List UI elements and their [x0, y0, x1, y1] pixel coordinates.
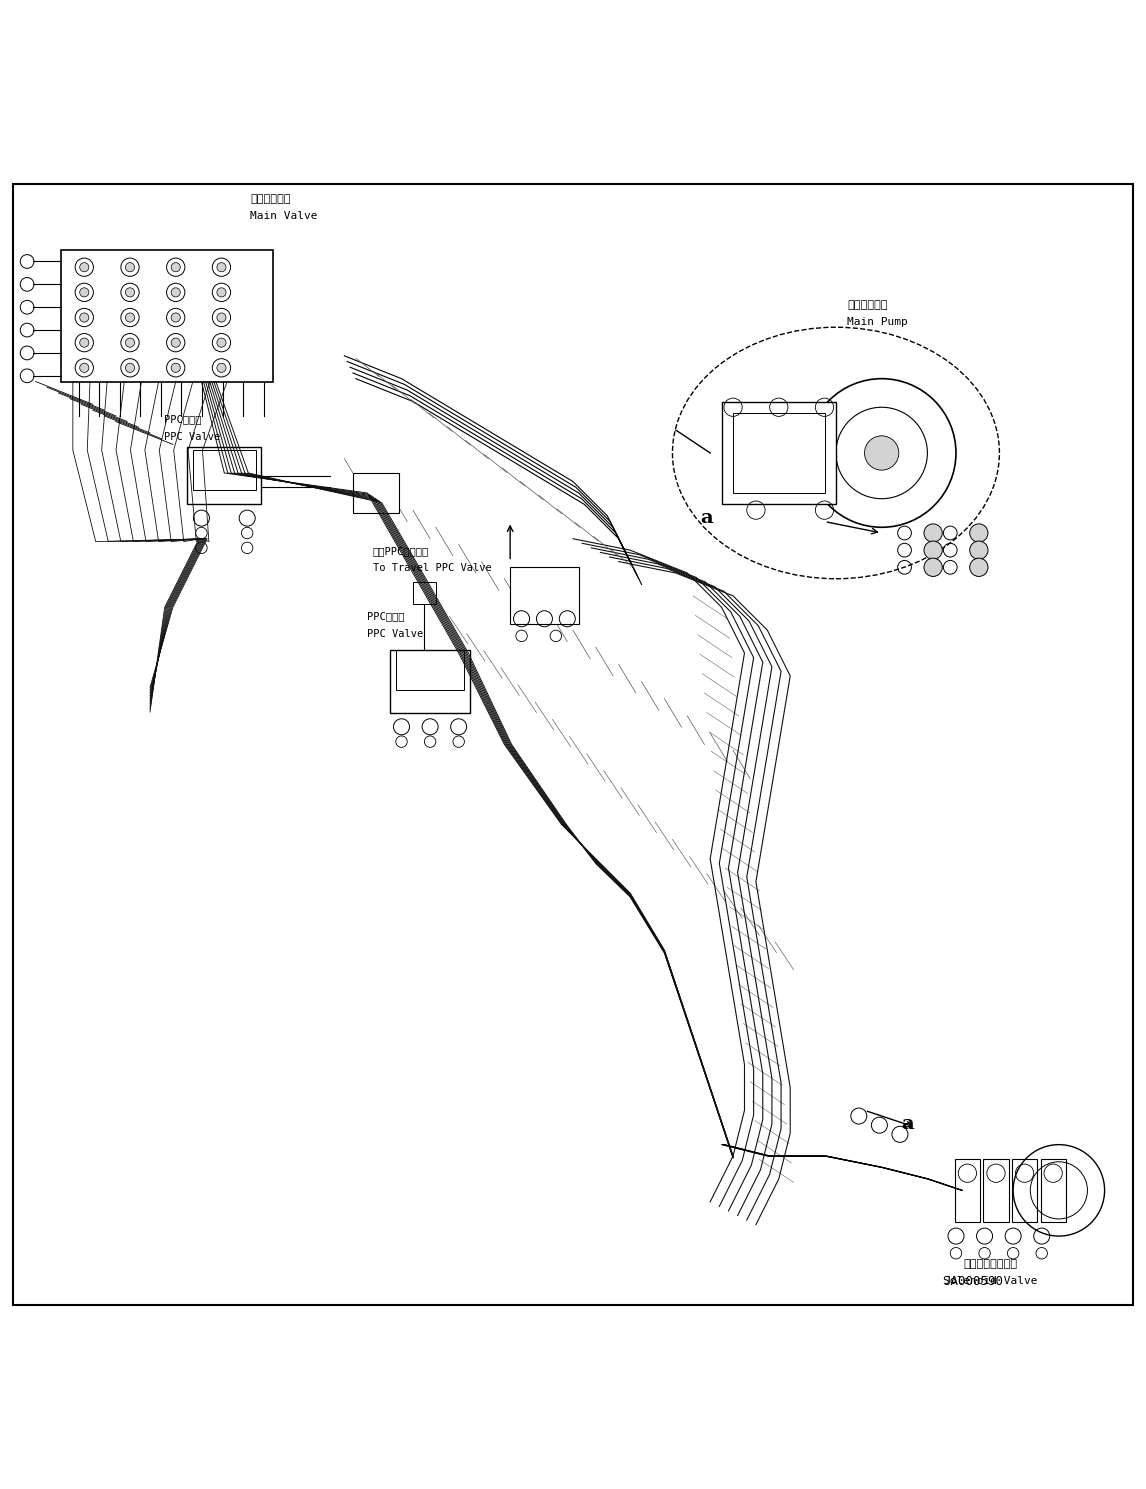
Bar — [390, 651, 470, 713]
Bar — [955, 1158, 980, 1222]
Circle shape — [80, 338, 89, 347]
Text: JA000590: JA000590 — [943, 1275, 1003, 1288]
Bar — [1041, 1158, 1066, 1222]
Text: PPC Valve: PPC Valve — [164, 432, 220, 442]
Circle shape — [217, 262, 226, 272]
Text: Main Pump: Main Pump — [847, 317, 908, 328]
Text: PPCバルブ: PPCバルブ — [164, 414, 202, 424]
Text: メインポンプ: メインポンプ — [847, 301, 888, 310]
Bar — [1012, 1158, 1037, 1222]
Text: PPCバルブ: PPCバルブ — [367, 612, 405, 621]
Circle shape — [970, 524, 988, 542]
Circle shape — [80, 313, 89, 322]
Circle shape — [924, 558, 942, 576]
Circle shape — [171, 338, 180, 347]
Circle shape — [125, 262, 134, 272]
Circle shape — [80, 363, 89, 372]
Bar — [413, 582, 435, 605]
Bar — [193, 450, 256, 490]
Bar — [187, 447, 261, 505]
Text: ソレノイドバルブ: ソレノイドバルブ — [964, 1260, 1018, 1269]
Circle shape — [125, 287, 134, 296]
Circle shape — [217, 363, 226, 372]
Circle shape — [217, 287, 226, 296]
Circle shape — [125, 363, 134, 372]
Text: a: a — [700, 509, 713, 527]
Text: PPC Valve: PPC Valve — [367, 628, 424, 639]
Circle shape — [924, 541, 942, 560]
Bar — [510, 567, 579, 624]
Text: Solenoid Valve: Solenoid Valve — [943, 1276, 1037, 1286]
Circle shape — [125, 338, 134, 347]
Bar — [62, 250, 273, 381]
Circle shape — [171, 313, 180, 322]
Circle shape — [80, 287, 89, 296]
Bar — [733, 412, 824, 493]
Circle shape — [171, 287, 180, 296]
Circle shape — [217, 338, 226, 347]
Text: メインバルブ: メインバルブ — [250, 195, 291, 204]
Bar — [722, 402, 835, 505]
Circle shape — [864, 436, 898, 471]
Text: To Travel PPC Valve: To Travel PPC Valve — [372, 563, 492, 573]
Circle shape — [970, 541, 988, 560]
Circle shape — [125, 313, 134, 322]
Circle shape — [970, 558, 988, 576]
Circle shape — [217, 313, 226, 322]
Bar — [353, 474, 399, 514]
Bar — [983, 1158, 1008, 1222]
Circle shape — [171, 262, 180, 272]
Text: a: a — [902, 1115, 915, 1133]
Circle shape — [924, 524, 942, 542]
Text: 走行PPCバルブへ: 走行PPCバルブへ — [372, 546, 430, 555]
Text: Main Valve: Main Valve — [250, 211, 317, 222]
Circle shape — [171, 363, 180, 372]
Circle shape — [80, 262, 89, 272]
Bar — [395, 651, 464, 691]
